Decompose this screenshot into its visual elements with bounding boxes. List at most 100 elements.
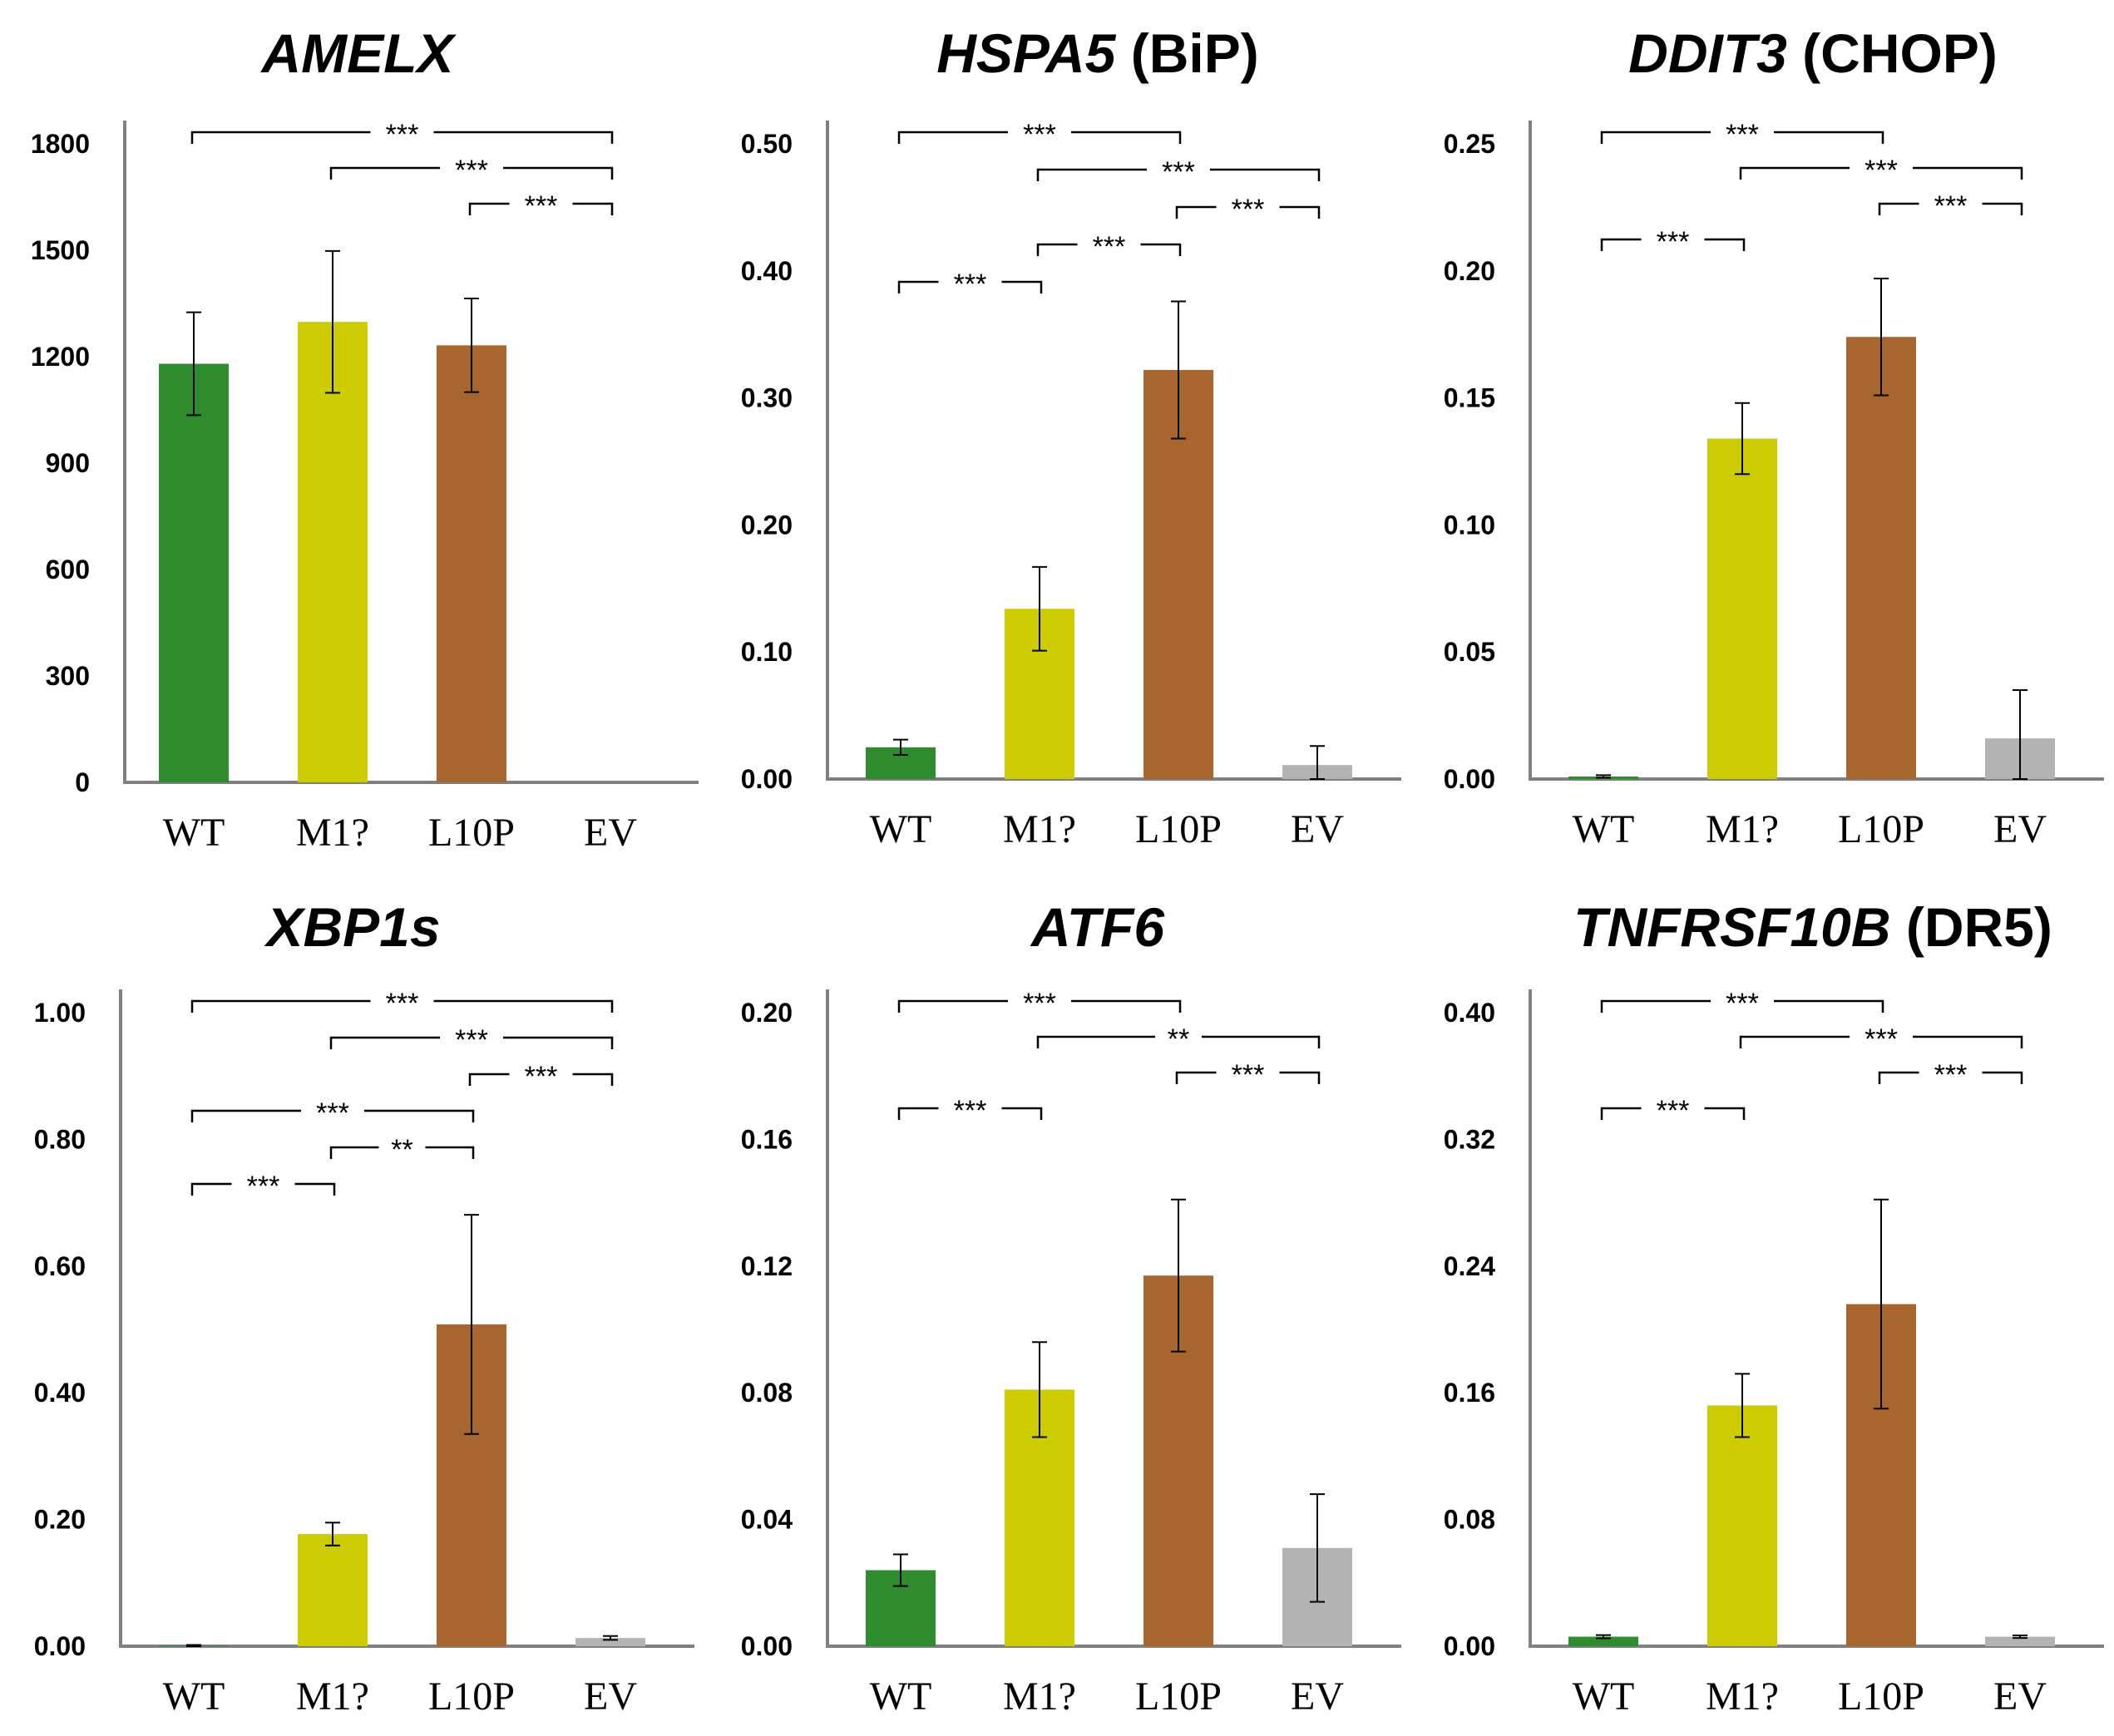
bar-m1q [298, 1534, 368, 1646]
x-category-label: EV [584, 1674, 637, 1719]
bar-ev [575, 1638, 645, 1646]
bracket-left [190, 1109, 301, 1122]
x-category-label: M1? [1706, 1674, 1779, 1719]
bracket-right [1774, 999, 1884, 1013]
bracket-left [1175, 205, 1217, 219]
bracket-right [572, 1073, 614, 1086]
significance-label: ** [1168, 1023, 1189, 1055]
y-tick-label: 0.40 [34, 1378, 86, 1408]
significance-bracket: ** [329, 1134, 475, 1166]
error-bar [1310, 1493, 1325, 1603]
x-category-label: L10P [428, 1674, 515, 1719]
bracket-left [190, 131, 371, 144]
significance-label: *** [1093, 231, 1126, 263]
bracket-right [1913, 1035, 2023, 1048]
bar-ev [1985, 1636, 2055, 1646]
significance-bracket: *** [190, 119, 614, 150]
chart-title-italic: AMELX [260, 22, 457, 84]
bracket-right [1210, 168, 1321, 181]
bracket-left [190, 999, 371, 1013]
x-category-label: WT [1573, 807, 1635, 851]
chart-panel-3: DDIT3 (CHOP) 0.00 0.05 0.10 0.15 0.20 0.25 WT M1… [1444, 22, 2104, 851]
error-bar [893, 738, 908, 756]
significance-label: *** [455, 1024, 488, 1056]
y-tick-label: 0.20 [741, 510, 793, 540]
y-tick-label: 0.30 [741, 383, 793, 413]
y-tick-label: 0.50 [741, 129, 793, 159]
x-category-label: WT [1573, 1674, 1635, 1719]
bracket-left [1175, 1071, 1217, 1084]
chart-title-italic: DDIT3 [1628, 22, 1787, 84]
chart-title: XBP1s [263, 896, 440, 958]
x-category-label: EV [584, 811, 637, 855]
bracket-left [190, 1182, 232, 1196]
significance-bracket: *** [1175, 1059, 1321, 1091]
significance-bracket: *** [1878, 190, 2023, 222]
bar-wt [1568, 1636, 1638, 1646]
bracket-right [1913, 166, 2023, 180]
bracket-left [1600, 999, 1711, 1013]
bracket-left [329, 166, 440, 180]
y-tick-label: 0.60 [34, 1251, 86, 1281]
significance-bracket: *** [897, 119, 1182, 150]
y-tick-label: 0 [75, 767, 90, 797]
significance-label: *** [1232, 194, 1265, 225]
y-tick-label: 0.20 [741, 998, 793, 1028]
error-bar [464, 1214, 479, 1435]
error-bar [1171, 1198, 1186, 1353]
bracket-right [433, 131, 614, 144]
bracket-left [1600, 238, 1642, 251]
error-bar [2013, 1635, 2028, 1640]
bracket-right [433, 999, 614, 1013]
error-bar [893, 1553, 908, 1587]
significance-label: *** [525, 190, 558, 222]
significance-bracket: *** [190, 1097, 475, 1129]
bracket-right [1279, 1071, 1321, 1084]
significance-label: *** [1726, 119, 1759, 150]
bracket-left [468, 1073, 510, 1086]
bracket-left [897, 999, 1008, 1013]
bracket-right [425, 1146, 475, 1159]
error-bar [1171, 300, 1186, 440]
bracket-right [1001, 1107, 1043, 1120]
significance-label: *** [247, 1171, 280, 1202]
bar-wt [159, 363, 229, 782]
significance-label: *** [386, 119, 419, 150]
significance-bracket: *** [468, 1061, 614, 1092]
y-tick-label: 0.00 [1444, 764, 1495, 794]
y-tick-label: 0.00 [1444, 1631, 1495, 1661]
x-category-label: L10P [1838, 807, 1924, 851]
error-bar [1874, 277, 1889, 397]
significance-bracket: *** [1739, 1023, 2023, 1055]
significance-bracket: *** [190, 1171, 336, 1202]
significance-label: *** [1865, 155, 1898, 186]
chart-panel-6: TNFRSF10B (DR5) 0.00 0.08 0.16 0.24 0.32 0.40 W… [1444, 896, 2104, 1719]
significance-label: *** [1934, 1059, 1968, 1091]
error-bar [186, 1644, 201, 1647]
significance-bracket: *** [1600, 119, 1884, 150]
y-tick-label: 0.04 [741, 1505, 793, 1535]
significance-bracket: *** [1600, 988, 1884, 1019]
chart-title: AMELX [260, 22, 457, 84]
bracket-right [294, 1182, 336, 1196]
chart-panel-1: AMELX 0 300 600 900 1200 1500 1800 WT M1? L10P EV **… [31, 22, 699, 855]
y-tick-label: 0.08 [1444, 1505, 1495, 1535]
x-category-label: WT [163, 811, 225, 855]
chart-title-italic: ATF6 [1030, 896, 1165, 958]
y-tick-label: 0.24 [1444, 1251, 1495, 1281]
y-tick-label: 0.16 [1444, 1378, 1495, 1408]
significance-bracket: *** [1036, 156, 1321, 188]
error-bar [603, 1635, 618, 1641]
y-tick-label: 0.00 [741, 764, 793, 794]
x-category-label: EV [1291, 807, 1344, 851]
chart-title-italic: TNFRSF10B [1573, 896, 1890, 958]
significance-bracket: *** [329, 1024, 614, 1056]
significance-bracket: *** [897, 269, 1043, 300]
x-category-label: WT [163, 1674, 225, 1719]
y-tick-label: 0.10 [741, 637, 793, 667]
significance-bracket: *** [329, 155, 614, 186]
bracket-left [468, 202, 510, 215]
significance-bracket: *** [1878, 1059, 2023, 1091]
x-category-label: L10P [1135, 807, 1222, 851]
significance-bracket: *** [1739, 155, 2023, 186]
